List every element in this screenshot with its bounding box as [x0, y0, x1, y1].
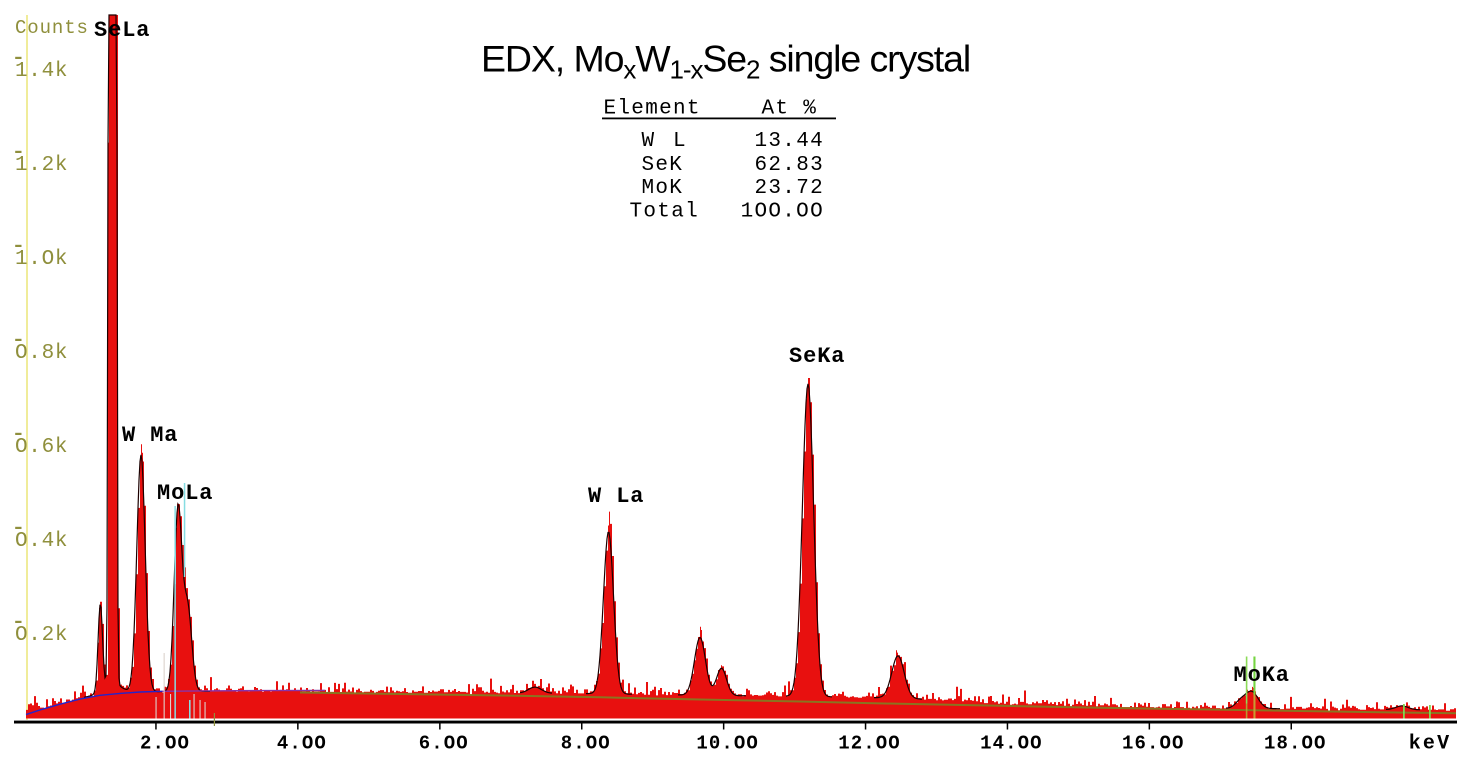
svg-text:6.OO: 6.OO	[419, 733, 469, 755]
svg-text:O.4k: O.4k	[15, 530, 68, 553]
svg-text:18.OO: 18.OO	[1264, 733, 1327, 755]
svg-text:W Ma: W Ma	[122, 423, 178, 448]
svg-text:62.83: 62.83	[754, 154, 824, 177]
svg-text:O.2k: O.2k	[15, 624, 68, 647]
svg-text:4.OO: 4.OO	[277, 733, 327, 755]
svg-text:MoLa: MoLa	[157, 481, 213, 506]
svg-text:12.OO: 12.OO	[838, 733, 901, 755]
svg-text:14.OO: 14.OO	[980, 733, 1043, 755]
svg-text:W La: W La	[588, 484, 644, 509]
svg-text:MoK: MoK	[642, 177, 684, 200]
svg-text:keV: keV	[1409, 733, 1452, 756]
svg-text:SeKa: SeKa	[789, 344, 845, 369]
svg-text:1.2k: 1.2k	[15, 154, 68, 177]
svg-text:O.6k: O.6k	[15, 436, 68, 459]
svg-text:Total: Total	[630, 201, 700, 224]
svg-text:SeLa: SeLa	[94, 18, 150, 43]
svg-text:23.72: 23.72	[754, 177, 824, 200]
svg-text:16.OO: 16.OO	[1122, 733, 1185, 755]
svg-text:10.OO: 10.OO	[696, 733, 759, 755]
svg-text:2.OO: 2.OO	[140, 733, 190, 755]
svg-text:W: W	[642, 130, 656, 153]
svg-text:13.44: 13.44	[754, 130, 824, 153]
svg-text:MoKa: MoKa	[1234, 663, 1290, 688]
svg-text:O.8k: O.8k	[15, 342, 68, 365]
svg-text:L: L	[673, 130, 687, 153]
svg-text:1.Ok: 1.Ok	[15, 248, 68, 271]
svg-text:Element: Element	[604, 98, 701, 121]
svg-text:8.OO: 8.OO	[561, 733, 611, 755]
svg-text:1.4k: 1.4k	[15, 60, 68, 83]
svg-text:Counts: Counts	[15, 17, 89, 39]
svg-text:1OO.OO: 1OO.OO	[741, 201, 824, 224]
svg-text:SeK: SeK	[642, 154, 684, 177]
svg-text:At %: At %	[762, 98, 818, 121]
svg-text:EDX, MoxW1-xSe2 single crystal: EDX, MoxW1-xSe2 single crystal	[481, 37, 970, 84]
